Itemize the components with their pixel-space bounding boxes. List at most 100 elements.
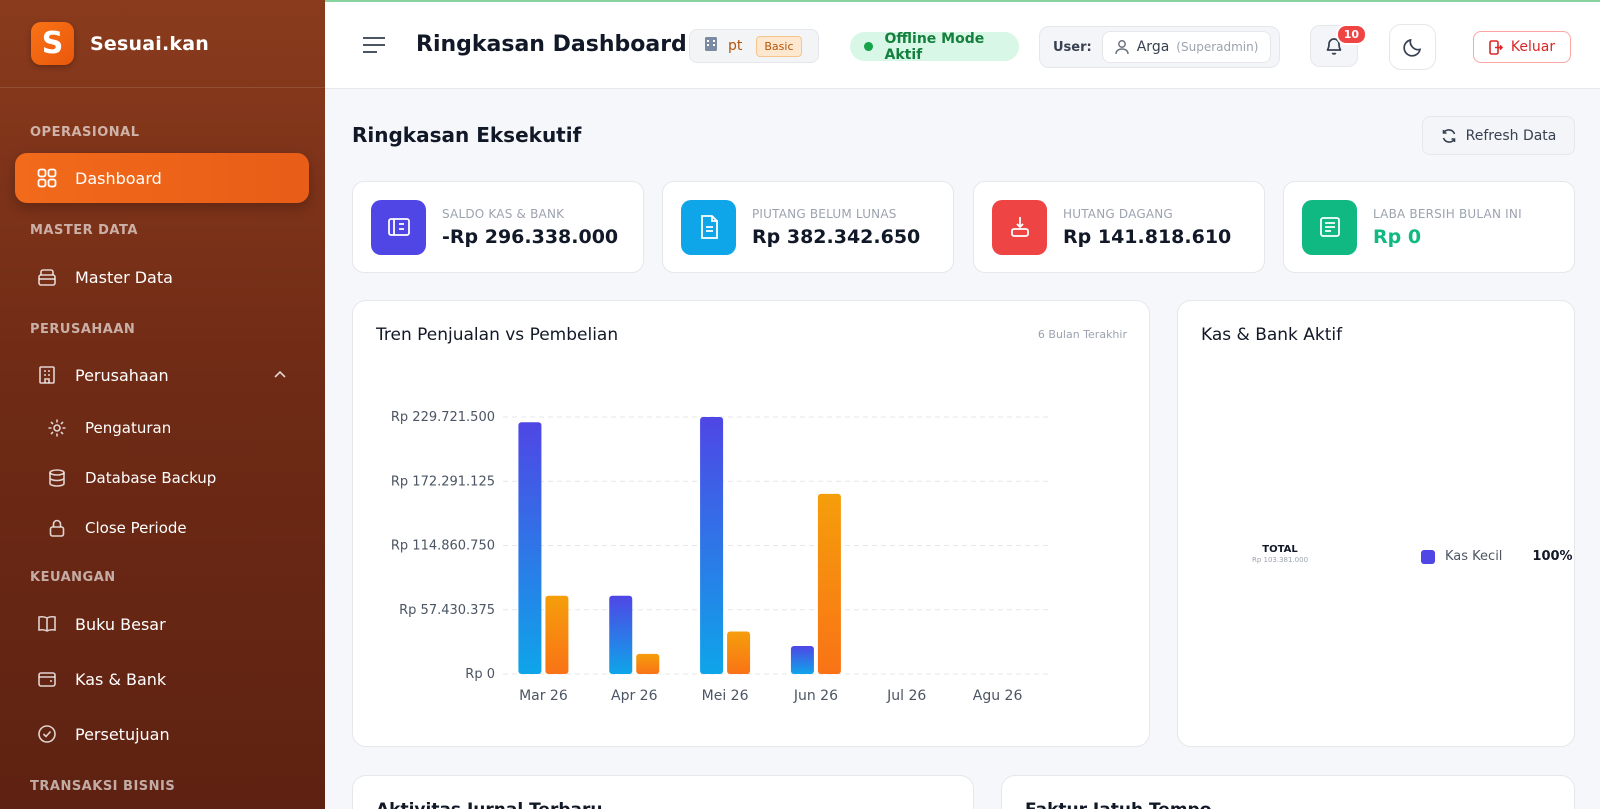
book-icon [37, 614, 57, 634]
bar[interactable] [545, 595, 569, 674]
refresh-icon [1442, 128, 1455, 143]
user-menu[interactable]: Arga (Superadmin) [1101, 31, 1272, 63]
sidebar-item-label: Buku Besar [75, 614, 166, 634]
x-tick-label: Mar 26 [519, 688, 568, 704]
bar[interactable] [636, 653, 660, 674]
user-box: User: Arga (Superadmin) [1039, 26, 1280, 68]
sidebar-item-label: Close Periode [85, 519, 187, 537]
bar[interactable] [518, 422, 542, 674]
sidebar-item-pengaturan[interactable]: Pengaturan [15, 403, 309, 453]
section-operasional: OPERASIONAL [30, 125, 140, 140]
sidebar-item-label: Perusahaan [75, 365, 169, 385]
stat-label: LABA BERSIH BULAN INI [1373, 206, 1522, 221]
y-tick-label: Rp 57.430.375 [399, 603, 495, 618]
sidebar-item-master-data[interactable]: Master Data [15, 252, 309, 302]
building-icon [37, 365, 57, 385]
chart-subtitle: 6 Bulan Terakhir [1037, 328, 1127, 341]
brand-logo-icon: S [31, 22, 74, 65]
y-tick-label: Rp 172.291.125 [391, 474, 495, 489]
wallet-icon [37, 669, 57, 689]
stat-value: Rp 382.342.650 [752, 225, 921, 248]
trend-bar-chart: Rp 0 Rp 57.430.375 Rp 114.860.750 Rp 172.29… [391, 410, 1048, 704]
donut-total-value: Rp 103.381.000 [1251, 556, 1309, 564]
bar[interactable] [609, 595, 633, 674]
sidebar-item-label: Pengaturan [85, 419, 172, 437]
stat-label: PIUTANG BELUM LUNAS [752, 206, 897, 221]
sidebar-item-persetujuan[interactable]: Persetujuan [15, 709, 309, 759]
status-dot-icon [864, 42, 873, 51]
bell-icon [1324, 36, 1344, 56]
logout-icon [1489, 39, 1503, 55]
y-tick-label: Rp 0 [465, 667, 495, 682]
chevron-up-icon[interactable] [273, 367, 287, 386]
sidebar-item-perusahaan[interactable]: Perusahaan [15, 350, 309, 400]
theme-toggle-button[interactable] [1389, 24, 1436, 70]
stat-card-hutang[interactable]: HUTANG DAGANG Rp 141.818.610 [973, 181, 1265, 273]
sidebar-item-close-periode[interactable]: Close Periode [15, 503, 309, 553]
sidebar-item-buku-besar[interactable]: Buku Besar [15, 599, 309, 649]
logout-button[interactable]: Keluar [1473, 31, 1571, 63]
refresh-label: Refresh Data [1465, 127, 1557, 144]
plan-badge: Basic [756, 35, 802, 57]
section-master-data: MASTER DATA [30, 223, 138, 238]
menu-icon[interactable] [362, 36, 386, 54]
x-tick-label: Mei 26 [702, 688, 749, 704]
bar[interactable] [817, 493, 841, 674]
company-name: pt [728, 38, 743, 54]
x-tick-label: Agu 26 [973, 688, 1023, 704]
user-name: Arga [1136, 39, 1170, 55]
box-icon [37, 267, 57, 287]
donut-total: TOTAL Rp 103.381.000 [1245, 544, 1315, 564]
due-invoices-card: Faktur Jatuh Tempo [1001, 775, 1575, 809]
stat-label: HUTANG DAGANG [1063, 206, 1173, 221]
bar[interactable] [700, 417, 724, 674]
top-header: Ringkasan Dashboard pt Basic Offline Mod… [325, 0, 1600, 89]
moon-icon [1402, 36, 1424, 58]
stat-card-saldo[interactable]: SALDO KAS & BANK -Rp 296.338.000 [352, 181, 644, 273]
chart-title: Tren Penjualan vs Pembelian [376, 325, 619, 345]
user-label: User: [1053, 39, 1092, 55]
user-icon [1114, 39, 1129, 55]
notifications-button[interactable]: 10 [1310, 24, 1367, 67]
document-icon [681, 199, 736, 255]
database-icon [47, 468, 67, 488]
x-tick-label: Jul 26 [886, 688, 926, 704]
x-tick-label: Apr 26 [611, 688, 658, 704]
offline-status-badge: Offline Mode Aktif [850, 31, 1019, 63]
legend-label: Kas Kecil [1445, 549, 1503, 564]
y-tick-label: Rp 114.860.750 [391, 539, 495, 554]
section-title: Ringkasan Eksekutif [352, 123, 582, 147]
stat-value: Rp 141.818.610 [1063, 225, 1232, 248]
brand-name: Sesuai.kan [90, 32, 209, 55]
stat-value: Rp 0 [1373, 225, 1422, 248]
bar[interactable] [727, 631, 751, 674]
grid-icon [37, 168, 57, 188]
lock-icon [47, 518, 67, 538]
stat-card-piutang[interactable]: PIUTANG BELUM LUNAS Rp 382.342.650 [662, 181, 954, 273]
sidebar-item-kas-bank[interactable]: Kas & Bank [15, 654, 309, 704]
notification-count-badge: 10 [1335, 24, 1367, 45]
logout-label: Keluar [1510, 39, 1556, 55]
building-icon [704, 36, 718, 56]
due-invoices-title: Faktur Jatuh Tempo [1025, 800, 1211, 809]
stat-label: SALDO KAS & BANK [442, 206, 565, 221]
x-tick-label: Jun 26 [793, 688, 838, 704]
gear-icon [47, 418, 67, 438]
section-keuangan: KEUANGAN [30, 570, 116, 585]
page-title: Ringkasan Dashboard [416, 32, 687, 57]
brand[interactable]: S Sesuai.kan [0, 0, 325, 88]
report-icon [1302, 199, 1357, 255]
stat-card-laba[interactable]: LABA BERSIH BULAN INI Rp 0 [1283, 181, 1575, 273]
donut-total-label: TOTAL [1262, 544, 1298, 555]
stat-value: -Rp 296.338.000 [442, 225, 619, 248]
kas-bank-legend[interactable]: Kas Kecil 100% [1421, 549, 1573, 564]
sidebar-item-database-backup[interactable]: Database Backup [15, 453, 309, 503]
company-selector[interactable]: pt Basic [689, 29, 819, 63]
refresh-data-button[interactable]: Refresh Data [1422, 116, 1575, 155]
user-role: (Superadmin) [1176, 40, 1259, 54]
bar[interactable] [790, 646, 814, 674]
journal-activity-title: Aktivitas Jurnal Terbaru [376, 800, 602, 809]
sidebar-item-dashboard[interactable]: Dashboard [15, 153, 309, 203]
wallet-icon [371, 199, 426, 255]
legend-swatch [1421, 549, 1435, 564]
